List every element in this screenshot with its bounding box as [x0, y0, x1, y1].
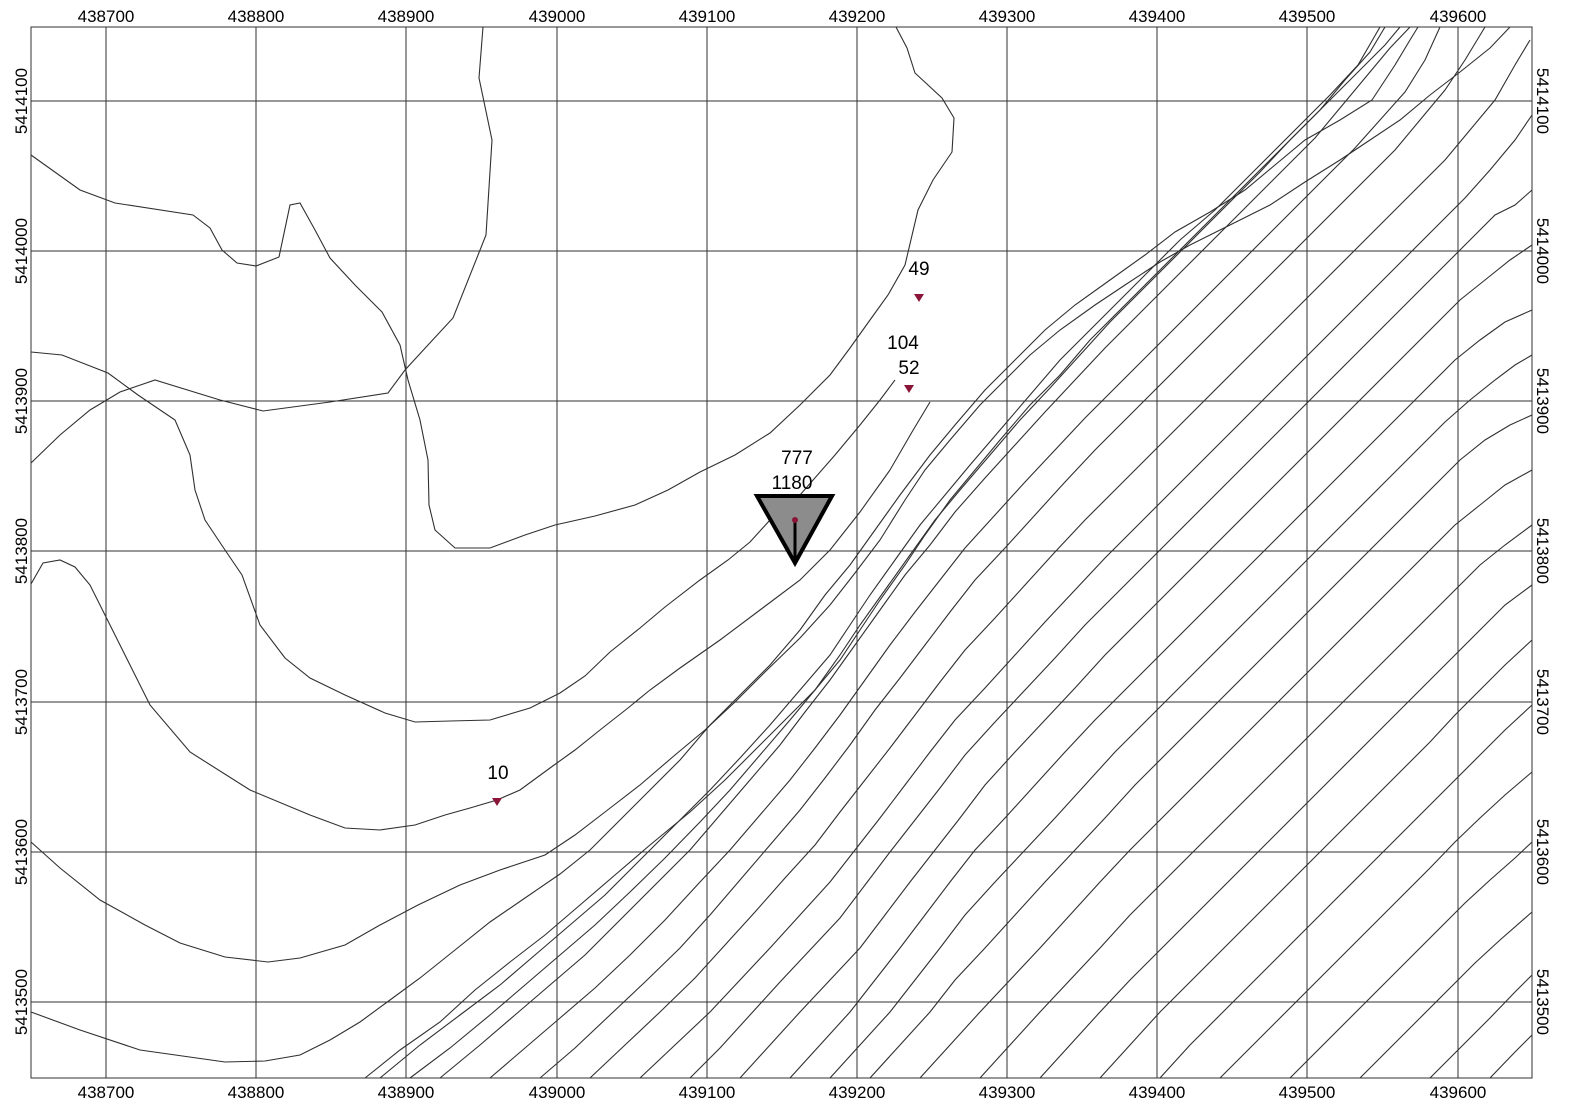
grid: [31, 27, 1532, 1078]
small-triangle-down-icon: [914, 294, 924, 302]
x-tick-label: 439600: [1430, 7, 1487, 26]
y-tick-label: 5413600: [12, 819, 31, 885]
y-tick-label: 5414000: [12, 218, 31, 284]
well-marker-104-52[interactable]: 104 52: [887, 333, 920, 393]
y-tick-label: 5413800: [12, 518, 31, 584]
y-tick-label: 5413500: [1533, 969, 1552, 1035]
y-tick-label: 5414100: [12, 68, 31, 134]
x-tick-label: 439300: [979, 1083, 1036, 1102]
contour-lines: [30, 26, 1533, 1079]
x-tick-label: 439100: [679, 1083, 736, 1102]
y-tick-label: 5413500: [12, 969, 31, 1035]
well-marker-10[interactable]: 10: [487, 763, 509, 806]
x-axis-bottom: 438700 438800 438900 439000 439100 43920…: [78, 1083, 1487, 1102]
x-tick-label: 439000: [529, 7, 586, 26]
y-axis-left: 5414100 5414000 5413900 5413800 5413700 …: [12, 68, 31, 1035]
y-tick-label: 5413700: [1533, 669, 1552, 735]
main-marker-label-2: 1180: [772, 473, 813, 494]
y-tick-label: 5413700: [12, 669, 31, 735]
x-tick-label: 438900: [378, 7, 435, 26]
x-axis-top: 438700 438800 438900 439000 439100 43920…: [78, 7, 1487, 26]
x-tick-label: 439300: [979, 7, 1036, 26]
x-tick-label: 439600: [1430, 1083, 1487, 1102]
y-tick-label: 5413800: [1533, 518, 1552, 584]
x-tick-label: 439000: [529, 1083, 586, 1102]
well-label: 10: [487, 763, 508, 784]
x-tick-label: 439100: [679, 7, 736, 26]
x-tick-label: 438800: [228, 7, 285, 26]
well-label: 49: [908, 259, 929, 280]
marker-dot: [792, 517, 798, 523]
main-marker-label-1: 777: [781, 448, 813, 469]
y-axis-right: 5414100 5414000 5413900 5413800 5413700 …: [1533, 68, 1552, 1035]
small-triangle-down-icon: [492, 798, 502, 806]
y-tick-label: 5413900: [1533, 368, 1552, 434]
x-tick-label: 439400: [1129, 7, 1186, 26]
x-tick-label: 439500: [1279, 1083, 1336, 1102]
x-tick-label: 439400: [1129, 1083, 1186, 1102]
well-marker-49[interactable]: 49: [908, 259, 930, 302]
x-tick-label: 439500: [1279, 7, 1336, 26]
map-frame: [30, 26, 1533, 1079]
y-tick-label: 5413900: [12, 368, 31, 434]
x-tick-label: 438700: [78, 1083, 135, 1102]
main-well-marker[interactable]: 777 1180: [753, 448, 836, 568]
well-label: 104: [887, 333, 919, 354]
x-tick-label: 439200: [829, 7, 886, 26]
small-triangle-down-icon: [904, 385, 914, 393]
y-tick-label: 5414100: [1533, 68, 1552, 134]
x-tick-label: 438800: [228, 1083, 285, 1102]
y-tick-label: 5414000: [1533, 218, 1552, 284]
x-tick-label: 438900: [378, 1083, 435, 1102]
x-tick-label: 438700: [78, 7, 135, 26]
well-label: 52: [898, 358, 919, 379]
y-tick-label: 5413600: [1533, 819, 1552, 885]
x-tick-label: 439200: [829, 1083, 886, 1102]
